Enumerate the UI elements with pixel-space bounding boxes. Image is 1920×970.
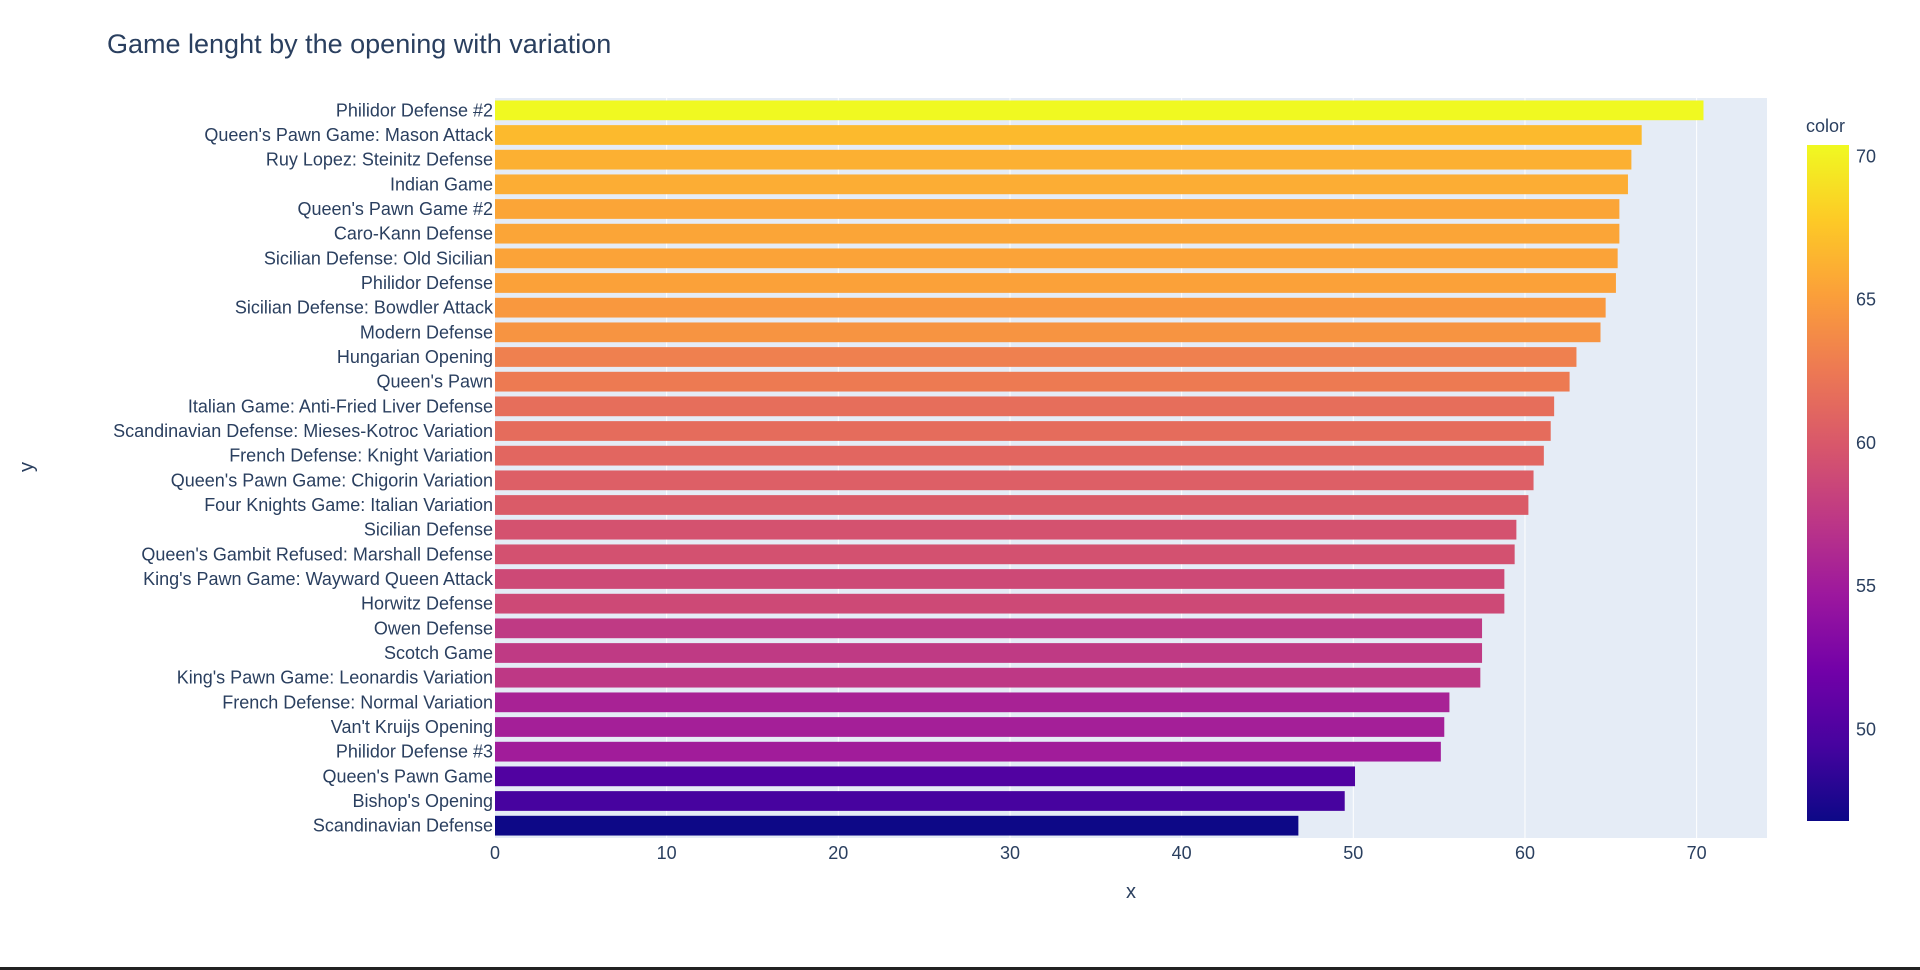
- colorbar-tick-label: 60: [1856, 433, 1876, 453]
- y-tick-label: Scandinavian Defense: Mieses-Kotroc Vari…: [113, 421, 493, 441]
- y-tick-label: Hungarian Opening: [337, 347, 493, 367]
- plot-area-background: [495, 98, 1767, 838]
- bar: [495, 815, 1299, 836]
- bar: [495, 519, 1517, 540]
- colorbar: color 50 55 60 65 70: [1806, 116, 1876, 821]
- y-axis-title: y: [16, 462, 38, 472]
- y-tick-label: Queen's Pawn: [376, 372, 493, 392]
- y-tick-label: Bishop's Opening: [352, 791, 493, 811]
- bar: [495, 248, 1618, 269]
- y-tick-label: Ruy Lopez: Steinitz Defense: [266, 150, 493, 170]
- y-tick-label: Italian Game: Anti-Fried Liver Defense: [188, 396, 493, 416]
- bars: [495, 100, 1704, 836]
- x-gridlines: [666, 98, 1698, 838]
- y-tick-label: Scotch Game: [384, 643, 493, 663]
- bar: [495, 692, 1450, 713]
- bar: [495, 667, 1481, 688]
- bar: [495, 791, 1345, 811]
- y-tick-label: Philidor Defense #2: [336, 100, 493, 120]
- bar: [495, 174, 1628, 195]
- bar: [495, 717, 1445, 737]
- bar: [495, 297, 1606, 318]
- bar: [495, 149, 1632, 170]
- bar: [495, 273, 1616, 293]
- colorbar-tick-label: 65: [1856, 290, 1876, 310]
- y-tick-label: French Defense: Normal Variation: [222, 692, 493, 712]
- x-tick-label: 60: [1515, 843, 1535, 863]
- y-tick-label: Van't Kruijs Opening: [331, 717, 493, 737]
- bottom-border: [0, 967, 1920, 970]
- x-tick-labels: 0 10 20 30 40 50 60 70: [490, 843, 1707, 863]
- bar: [495, 445, 1544, 466]
- y-tick-labels: Philidor Defense #2 Queen's Pawn Game: Ma…: [113, 100, 494, 835]
- bar: [495, 347, 1577, 367]
- y-tick-label: Queen's Pawn Game: Mason Attack: [204, 125, 494, 145]
- bar: [495, 125, 1642, 145]
- x-tick-label: 30: [1000, 843, 1020, 863]
- y-tick-label: Philidor Defense: [361, 273, 493, 293]
- bar: [495, 421, 1551, 441]
- x-tick-label: 40: [1172, 843, 1192, 863]
- bar: [495, 470, 1534, 491]
- y-tick-label: Caro-Kann Defense: [334, 224, 493, 244]
- y-tick-label: Owen Defense: [374, 618, 493, 638]
- bar: [495, 100, 1704, 121]
- colorbar-tick-label: 50: [1856, 719, 1876, 739]
- bar: [495, 223, 1620, 244]
- y-tick-label: French Defense: Knight Variation: [229, 446, 493, 466]
- y-tick-label: Sicilian Defense: [364, 520, 493, 540]
- y-tick-label: Philidor Defense #3: [336, 742, 493, 762]
- x-tick-label: 0: [490, 843, 500, 863]
- x-tick-label: 70: [1687, 843, 1707, 863]
- y-tick-label: Queen's Pawn Game: Chigorin Variation: [171, 470, 493, 490]
- y-tick-label: Queen's Pawn Game: [322, 766, 493, 786]
- y-tick-label: Indian Game: [390, 174, 493, 194]
- y-tick-label: Sicilian Defense: Old Sicilian: [264, 248, 493, 268]
- colorbar-gradient: [1807, 145, 1849, 821]
- bar: [495, 766, 1356, 787]
- bar: [495, 495, 1529, 515]
- bar: [495, 569, 1505, 589]
- bar: [495, 741, 1441, 762]
- bar: [495, 544, 1515, 565]
- bar: [495, 199, 1620, 219]
- bar: [495, 618, 1483, 639]
- y-tick-label: Queen's Gambit Refused: Marshall Defense: [141, 544, 493, 564]
- y-tick-label: King's Pawn Game: Wayward Queen Attack: [143, 569, 494, 589]
- bar: [495, 593, 1505, 614]
- x-axis-title: x: [1126, 881, 1136, 903]
- chart-title: Game lenght by the opening with variatio…: [107, 29, 611, 59]
- y-tick-label: Scandinavian Defense: [313, 816, 493, 836]
- x-tick-label: 10: [657, 843, 677, 863]
- colorbar-title: color: [1806, 116, 1845, 136]
- bar: [495, 396, 1555, 417]
- x-tick-label: 50: [1343, 843, 1363, 863]
- y-tick-label: Sicilian Defense: Bowdler Attack: [235, 298, 494, 318]
- x-tick-label: 20: [828, 843, 848, 863]
- bar: [495, 322, 1601, 343]
- y-tick-label: Queen's Pawn Game #2: [297, 199, 493, 219]
- y-tick-label: Four Knights Game: Italian Variation: [204, 495, 493, 515]
- bar: [495, 371, 1570, 392]
- y-tick-label: King's Pawn Game: Leonardis Variation: [177, 668, 493, 688]
- colorbar-tick-label: 70: [1856, 146, 1876, 166]
- y-tick-label: Horwitz Defense: [361, 594, 493, 614]
- bar: [495, 643, 1483, 663]
- colorbar-tick-label: 55: [1856, 576, 1876, 596]
- y-tick-label: Modern Defense: [360, 322, 493, 342]
